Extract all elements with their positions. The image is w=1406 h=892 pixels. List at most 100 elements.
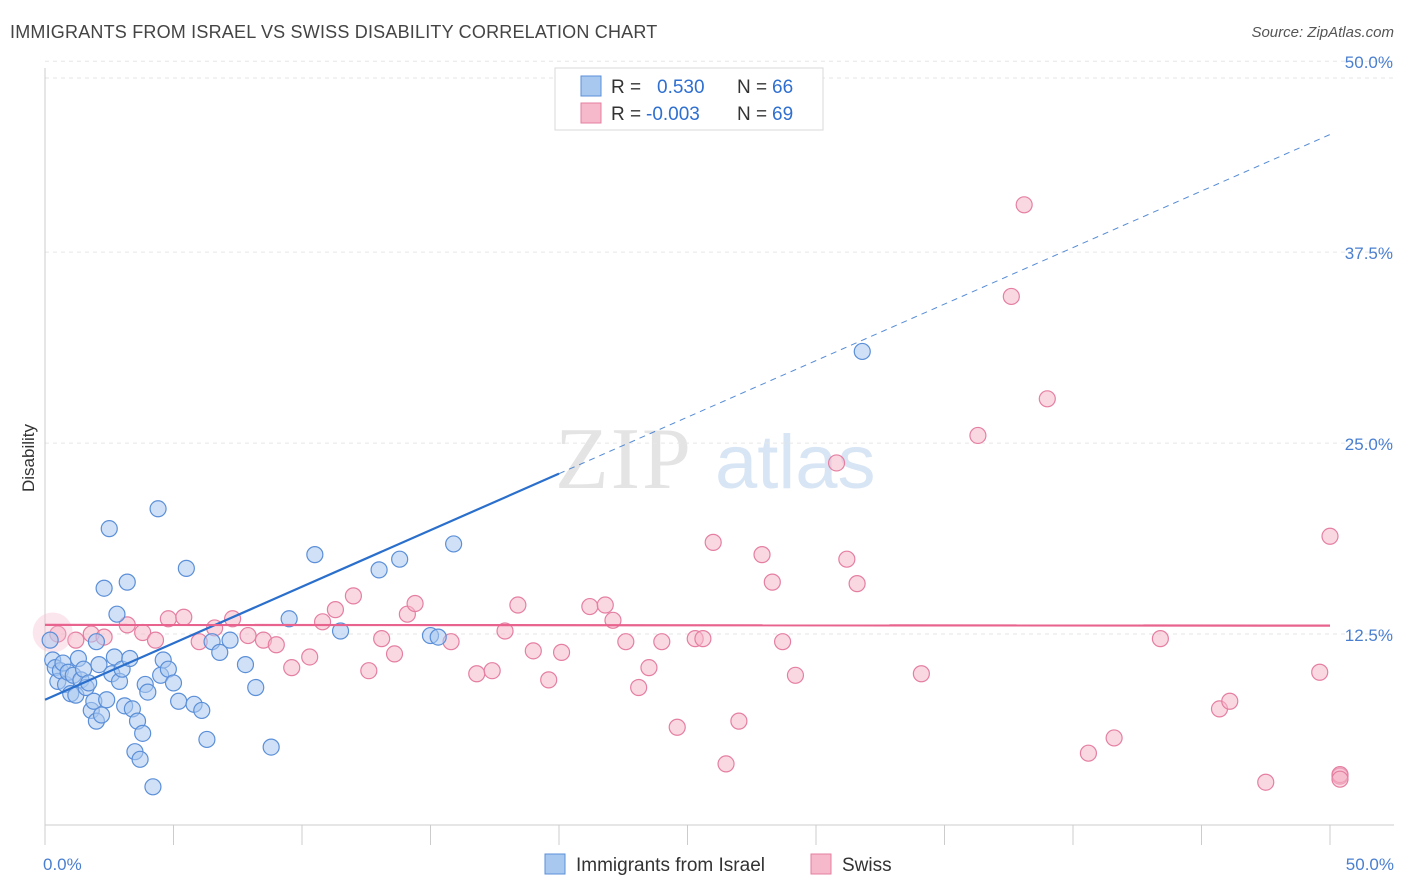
watermark-atlas: atlas	[715, 420, 876, 505]
swiss-point-8	[175, 608, 193, 626]
israel-point-45	[164, 674, 183, 692]
swiss-point-59	[1105, 729, 1123, 747]
swiss-point-64	[1311, 663, 1329, 681]
swiss-point-27	[483, 662, 501, 680]
swiss-point-18	[326, 601, 345, 619]
swiss-point-34	[596, 596, 614, 614]
israel-point-52	[211, 643, 229, 661]
y-tick-label-2: 37.5%	[1345, 244, 1393, 263]
swiss-trend-line	[44, 623, 1331, 627]
bottom-legend-swatch-blue	[544, 853, 566, 875]
swiss-point-45	[730, 712, 748, 730]
israel-point-64	[445, 535, 463, 553]
swiss-point-12	[239, 626, 257, 645]
israel-point-54	[236, 656, 255, 674]
swiss-point-52	[848, 575, 866, 593]
swiss-point-47	[763, 573, 781, 591]
legend: R = 0.530 N = 66 R = -0.003 N = 69	[554, 67, 824, 131]
israel-point-0	[41, 631, 59, 649]
israel-point-21	[92, 706, 111, 724]
swiss-point-14	[267, 636, 285, 654]
bottom-legend-swatch-pink	[810, 853, 832, 875]
x-tick-label-right: 50.0%	[1346, 855, 1394, 874]
israel-trend-line-extension	[558, 134, 1331, 475]
swiss-point-39	[653, 633, 671, 651]
israel-point-27	[108, 605, 126, 623]
swiss-point-42	[694, 630, 712, 648]
swiss-point-29	[509, 596, 527, 614]
swiss-point-6	[146, 631, 165, 649]
israel-point-37	[134, 724, 152, 742]
israel-point-20	[90, 656, 108, 674]
swiss-point-26	[468, 665, 486, 683]
trend-lines	[44, 134, 1331, 701]
legend-n-label-1: N =	[737, 77, 767, 98]
bottom-legend: Immigrants from Israel Swiss	[544, 853, 892, 876]
swiss-point-31	[540, 671, 558, 689]
swiss-point-15	[283, 659, 301, 677]
israel-trend-line	[44, 472, 560, 701]
swiss-point-57	[1038, 390, 1056, 408]
israel-point-23	[98, 691, 116, 709]
watermark-zip: ZIP	[555, 411, 693, 508]
y-axis-label: Disability	[19, 423, 38, 492]
swiss-point-68	[1331, 770, 1349, 788]
israel-point-24	[100, 520, 118, 538]
swiss-point-60	[1151, 630, 1169, 648]
swiss-point-58	[1079, 744, 1098, 762]
swiss-point-44	[717, 755, 735, 773]
swiss-point-20	[360, 662, 378, 680]
swiss-point-28	[496, 622, 514, 640]
israel-point-31	[118, 573, 136, 591]
israel-point-41	[149, 500, 167, 518]
swiss-point-19	[344, 587, 362, 605]
swiss-point-21	[373, 630, 391, 648]
swiss-point-54	[969, 426, 987, 445]
bottom-legend-label-swiss: Swiss	[842, 855, 892, 876]
swiss-point-22	[385, 645, 404, 663]
israel-point-60	[370, 561, 388, 579]
swiss-point-55	[1002, 287, 1020, 306]
swiss-point-46	[753, 546, 771, 564]
legend-r-label-2: R =	[611, 104, 641, 125]
israel-point-40	[144, 778, 162, 796]
israel-point-19	[87, 633, 106, 651]
legend-swatch-blue	[580, 75, 602, 97]
legend-r-value-1: 0.530	[657, 77, 705, 98]
israel-point-36	[131, 750, 149, 768]
y-tick-label-3: 50.0%	[1345, 53, 1393, 72]
swiss-point-24	[406, 594, 424, 613]
israel-point-65	[853, 342, 871, 361]
swiss-point-37	[630, 678, 648, 697]
swiss-point-63	[1257, 773, 1275, 791]
swiss-point-30	[524, 642, 542, 660]
legend-n-value-1: 66	[772, 77, 793, 98]
israel-point-55	[247, 678, 265, 697]
y-tick-labels: 12.5% 25.0% 37.5% 50.0%	[1345, 53, 1393, 645]
swiss-point-48	[773, 633, 792, 651]
axes	[44, 68, 1394, 845]
israel-point-53	[221, 631, 239, 649]
swiss-point-51	[838, 550, 856, 568]
y-tick-label-1: 25.0%	[1345, 435, 1393, 454]
legend-r-label-1: R =	[611, 77, 641, 98]
israel-point-58	[306, 546, 324, 564]
legend-n-value-2: 69	[772, 104, 793, 125]
swiss-point-56	[1015, 196, 1033, 214]
israel-point-47	[177, 559, 195, 577]
swiss-point-38	[640, 659, 658, 677]
swiss-point-33	[581, 597, 599, 616]
swiss-point-40	[668, 718, 686, 736]
swiss-point-1	[67, 631, 85, 649]
swiss-point-50	[827, 454, 846, 472]
swiss-point-43	[704, 533, 722, 551]
israel-point-59	[331, 622, 350, 640]
legend-r-value-2: -0.003	[646, 104, 700, 125]
israel-point-39	[139, 683, 157, 701]
chart-title: IMMIGRANTS FROM ISRAEL VS SWISS DISABILI…	[10, 22, 658, 42]
swiss-point-53	[912, 665, 930, 683]
legend-swatch-pink	[580, 102, 602, 124]
source-label: Source: ZipAtlas.com	[1251, 24, 1394, 41]
y-tick-label-0: 12.5%	[1345, 626, 1393, 645]
